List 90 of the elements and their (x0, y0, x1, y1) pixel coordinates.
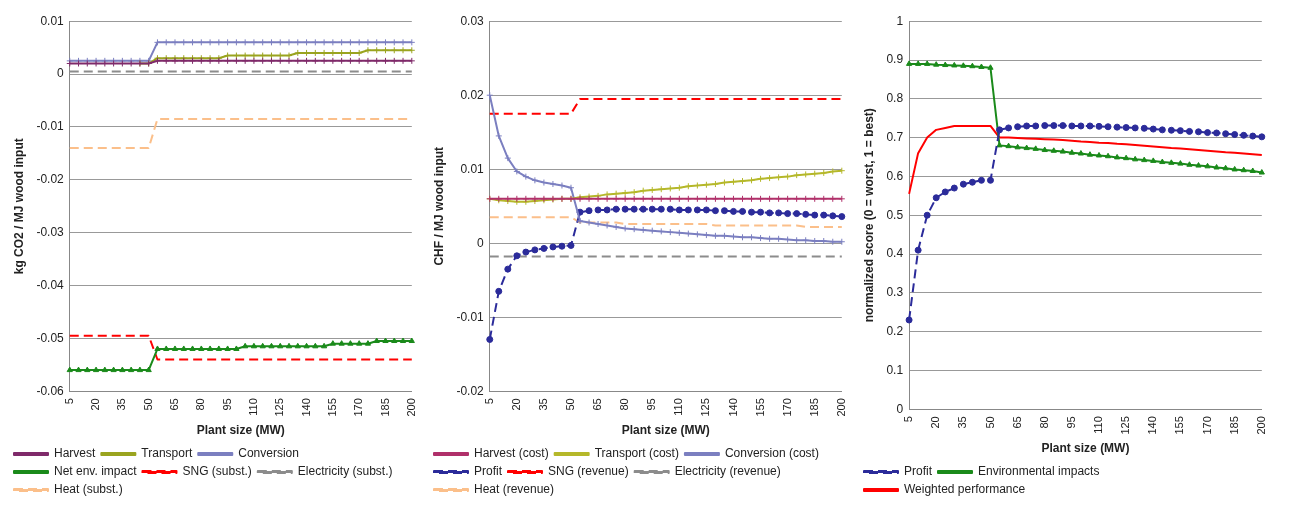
x-axis-title: Plant size (MW) (196, 423, 285, 438)
x-tick-label: 95 (1064, 416, 1077, 429)
y-tick-label: -0.01 (456, 309, 485, 324)
x-tick-label: 125 (699, 398, 712, 417)
y-tick-label: 0 (57, 66, 65, 81)
x-tick-label: 20 (929, 416, 942, 429)
x-tick-label: 155 (325, 398, 338, 417)
y-tick-label: 0.9 (886, 52, 904, 67)
legend-label: Profit (904, 464, 933, 479)
y-tick-label: 0.5 (886, 207, 904, 222)
x-tick-label: 35 (956, 416, 969, 429)
x-tick-label: 80 (194, 398, 207, 411)
x-tick-label: 200 (834, 398, 847, 417)
x-tick-label: 5 (482, 398, 495, 405)
legend-label: Conversion (cost) (724, 446, 819, 461)
x-tick-label: 170 (1200, 416, 1213, 435)
legend-label: Weighted performance (904, 482, 1026, 497)
x-tick-label: 110 (246, 398, 259, 416)
x-tick-label: 140 (299, 398, 312, 417)
legend-label: Heat (revenue) (474, 482, 555, 497)
y-tick-label: 0.2 (886, 323, 904, 338)
x-tick-label: 50 (141, 398, 154, 411)
legend-label: Transport (cost) (594, 446, 679, 461)
x-tick-label: 185 (807, 398, 820, 417)
x-axis-title: Plant size (MW) (1041, 441, 1130, 456)
x-tick-label: 155 (1173, 416, 1186, 435)
x-tick-label: 35 (536, 398, 549, 411)
x-tick-label: 50 (983, 416, 996, 429)
legend-label: Electricity (subst.) (297, 464, 393, 479)
x-tick-label: 185 (378, 398, 391, 417)
y-axis-title: normalized score (0 = worst, 1 = best) (861, 108, 876, 323)
x-tick-label: 95 (220, 398, 233, 411)
y-tick-label: -0.04 (36, 277, 65, 292)
legend-label: SNG (subst.) (182, 464, 252, 479)
x-tick-label: 155 (753, 398, 766, 417)
y-tick-label: -0.05 (36, 330, 65, 345)
legend-label: Harvest (54, 446, 97, 461)
y-tick-label: -0.02 (456, 383, 485, 398)
y-tick-label: 0 (477, 235, 485, 250)
y-tick-label: 0.02 (460, 87, 485, 102)
x-tick-label: 125 (273, 398, 286, 417)
y-tick-label: 0 (896, 401, 904, 416)
x-tick-label: 110 (672, 398, 685, 416)
x-tick-label: 95 (645, 398, 658, 411)
x-tick-label: 5 (62, 398, 75, 405)
y-tick-label: 0.6 (886, 168, 904, 183)
x-tick-label: 65 (591, 398, 604, 411)
x-tick-label: 20 (509, 398, 522, 411)
y-tick-label: 0.4 (886, 246, 904, 261)
y-tick-label: 0.01 (460, 161, 485, 176)
x-tick-label: 200 (1254, 416, 1267, 435)
x-tick-label: 185 (1227, 416, 1240, 435)
y-tick-label: -0.03 (36, 224, 65, 239)
x-tick-label: 110 (1092, 416, 1105, 434)
y-tick-label: 0.1 (886, 362, 904, 377)
x-tick-label: 65 (1010, 416, 1023, 429)
x-tick-label: 80 (618, 398, 631, 411)
x-tick-label: 170 (352, 398, 365, 417)
x-axis-title: Plant size (MW) (621, 423, 710, 438)
legend-label: SNG (revenue) (548, 464, 629, 479)
x-tick-label: 200 (404, 398, 417, 417)
x-tick-label: 140 (1146, 416, 1159, 435)
x-tick-label: 125 (1119, 416, 1132, 435)
legend-label: Electricity (revenue) (674, 464, 781, 479)
legend-label: Environmental impacts (978, 464, 1100, 479)
x-tick-label: 35 (115, 398, 128, 411)
legend-label: Heat (subst.) (54, 482, 123, 497)
y-tick-label: -0.02 (36, 172, 65, 187)
x-tick-label: 140 (726, 398, 739, 417)
y-tick-label: 0.01 (40, 13, 65, 28)
x-tick-label: 20 (89, 398, 102, 411)
y-tick-label: 0.8 (886, 91, 904, 106)
y-tick-label: 0.03 (460, 13, 485, 28)
y-tick-label: 0.7 (886, 129, 904, 144)
x-tick-label: 50 (564, 398, 577, 411)
legend-label: Conversion (238, 446, 299, 461)
legend-label: Harvest (cost) (474, 446, 549, 461)
x-tick-label: 5 (902, 416, 915, 423)
y-tick-label: -0.01 (36, 119, 65, 134)
x-tick-label: 65 (168, 398, 181, 411)
y-axis-title: CHF / MJ wood input (431, 146, 446, 266)
y-axis-title: kg CO2 / MJ wood input (11, 138, 26, 275)
legend-label: Net env. impact (54, 464, 138, 479)
legend-label: Profit (474, 464, 503, 479)
y-tick-label: -0.06 (36, 383, 65, 398)
x-tick-label: 80 (1037, 416, 1050, 429)
x-tick-label: 170 (780, 398, 793, 417)
legend-label: Transport (141, 446, 193, 461)
y-tick-label: 1 (896, 13, 904, 28)
y-tick-label: 0.3 (886, 285, 904, 300)
